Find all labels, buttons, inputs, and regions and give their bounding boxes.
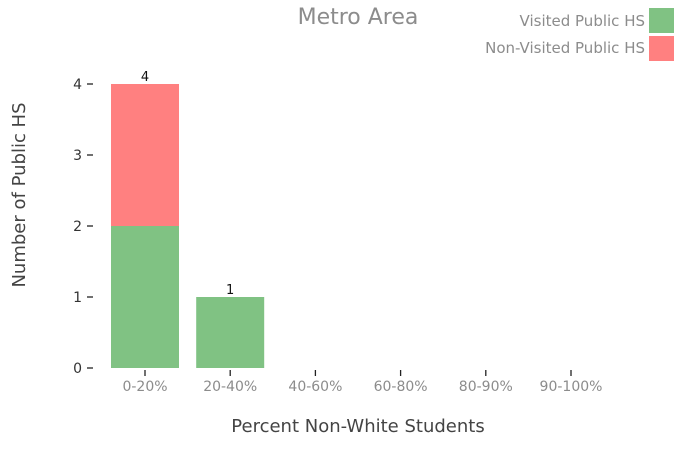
legend-swatch-non-visited	[649, 36, 674, 61]
legend-label-non-visited: Non-Visited Public HS	[485, 39, 645, 57]
bar-total-label: 4	[141, 70, 149, 85]
chart-title: Metro Area	[298, 5, 419, 30]
y-tick-label: 4	[73, 77, 82, 93]
y-tick-label: 2	[73, 219, 82, 235]
bars	[111, 84, 265, 368]
legend-label-visited: Visited Public HS	[520, 12, 645, 30]
x-tick-label: 60-80%	[374, 379, 428, 395]
data-labels: 41	[141, 70, 234, 298]
x-axis-title: Percent Non-White Students	[231, 416, 484, 437]
x-tick-label: 0-20%	[122, 379, 167, 395]
y-axis: 0 1 2 3 4	[73, 77, 93, 377]
legend-swatch-visited	[649, 8, 674, 33]
x-tick-label: 80-90%	[459, 379, 513, 395]
bar-total-label: 1	[226, 283, 234, 298]
x-axis: 0-20% 20-40% 40-60% 60-80% 80-90% 90-100%	[122, 370, 602, 395]
x-tick-label: 90-100%	[540, 379, 603, 395]
y-axis-title: Number of Public HS	[9, 102, 30, 287]
y-tick-label: 0	[73, 361, 82, 377]
legend: Visited Public HS Non-Visited Public HS	[485, 8, 674, 61]
y-tick-label: 1	[73, 290, 82, 306]
x-tick-label: 40-60%	[288, 379, 342, 395]
y-tick-label: 3	[73, 148, 82, 164]
bar-non-visited	[111, 84, 179, 226]
bar-visited	[196, 297, 265, 368]
x-tick-label: 20-40%	[203, 379, 257, 395]
bar-visited	[111, 226, 179, 368]
